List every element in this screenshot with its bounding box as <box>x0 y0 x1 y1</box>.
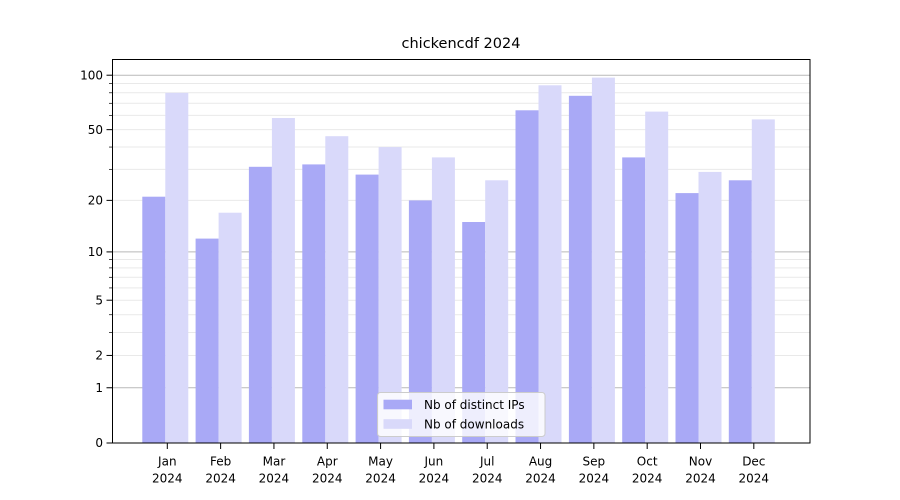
y-tick-label: 100 <box>80 68 103 82</box>
legend-box <box>377 392 546 437</box>
x-tick-label-month: Jul <box>479 455 494 469</box>
x-tick-label-month: May <box>368 455 393 469</box>
legend-label: Nb of distinct IPs <box>424 398 525 412</box>
bar-downloads <box>645 111 669 443</box>
y-tick-label: 5 <box>95 293 103 307</box>
bar-distinct-ips <box>355 174 379 443</box>
x-tick-label-month: Mar <box>263 455 286 469</box>
x-tick-label-month: Nov <box>689 455 712 469</box>
bar-distinct-ips <box>462 222 486 443</box>
x-tick-label-year: 2024 <box>632 472 663 486</box>
x-tick-label-year: 2024 <box>739 472 770 486</box>
x-tick-label-year: 2024 <box>259 472 290 486</box>
bar-distinct-ips <box>195 238 219 443</box>
bar-distinct-ips <box>142 196 166 443</box>
bar-downloads <box>751 119 775 444</box>
bar-downloads <box>325 136 349 443</box>
bar-distinct-ips <box>515 110 539 444</box>
x-tick-label-year: 2024 <box>312 472 343 486</box>
bar-downloads <box>378 147 402 443</box>
x-tick-label-year: 2024 <box>472 472 503 486</box>
bar-distinct-ips <box>622 157 646 443</box>
x-tick-label-year: 2024 <box>205 472 236 486</box>
x-tick-label-year: 2024 <box>365 472 396 486</box>
bar-downloads <box>165 92 189 444</box>
x-tick-label-month: Feb <box>210 455 231 469</box>
bar-distinct-ips <box>302 164 326 443</box>
x-tick-label-month: Jan <box>157 455 177 469</box>
legend-label: Nb of downloads <box>424 417 524 431</box>
bar-downloads <box>218 212 242 443</box>
y-tick-label: 50 <box>88 123 103 137</box>
bar-downloads <box>485 180 509 444</box>
bar-downloads <box>698 171 722 443</box>
bar-distinct-ips <box>728 180 752 444</box>
y-tick-label: 0 <box>95 436 103 450</box>
x-tick-label-year: 2024 <box>579 472 610 486</box>
plot-border <box>112 59 811 444</box>
bar-distinct-ips <box>248 166 272 444</box>
bar-distinct-ips <box>568 95 592 444</box>
legend-swatch <box>383 419 412 429</box>
x-tick-label-year: 2024 <box>685 472 716 486</box>
legend-swatch <box>383 399 412 410</box>
y-tick-label: 20 <box>88 194 103 208</box>
x-tick-label-month: Apr <box>317 455 338 469</box>
bar-downloads <box>591 77 615 443</box>
y-tick-label: 10 <box>88 245 103 259</box>
y-tick-label: 2 <box>95 349 103 363</box>
bar-distinct-ips <box>675 193 699 443</box>
x-tick-label-year: 2024 <box>525 472 556 486</box>
bar-downloads <box>431 157 455 443</box>
x-tick-label-year: 2024 <box>152 472 183 486</box>
bar-downloads <box>271 118 295 443</box>
bar-downloads <box>538 85 562 444</box>
x-tick-label-month: Jun <box>424 455 444 469</box>
x-tick-label-month: Dec <box>742 455 765 469</box>
bar-distinct-ips <box>408 200 432 443</box>
x-tick-label-month: Aug <box>529 455 552 469</box>
chart-title: chickencdf 2024 <box>401 36 521 52</box>
x-tick-label-month: Sep <box>583 455 606 469</box>
y-tick-label: 1 <box>95 381 103 395</box>
x-tick-label-month: Oct <box>637 455 658 469</box>
x-tick-label-year: 2024 <box>419 472 450 486</box>
